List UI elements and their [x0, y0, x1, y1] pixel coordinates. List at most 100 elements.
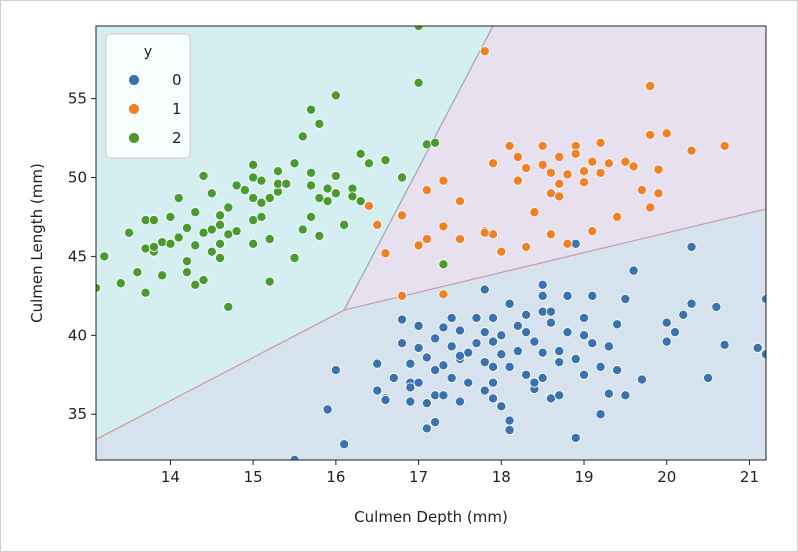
data-point-class-0 [620, 390, 631, 401]
data-point-class-2 [239, 185, 250, 196]
data-point-class-0 [521, 327, 532, 338]
x-tick-label: 18 [492, 468, 511, 486]
data-point-class-0 [405, 396, 416, 407]
data-point-class-0 [579, 330, 590, 341]
legend-items: 0 1 2 [128, 71, 182, 147]
data-point-class-0 [388, 372, 399, 383]
data-point-class-2 [339, 219, 350, 230]
data-point-class-2 [198, 170, 209, 181]
data-point-class-2 [264, 276, 275, 287]
data-point-class-2 [173, 193, 184, 204]
data-point-class-1 [397, 210, 408, 221]
data-point-class-2 [322, 183, 333, 194]
data-point-class-1 [653, 164, 664, 175]
data-point-class-2 [132, 267, 143, 278]
data-point-class-0 [504, 425, 515, 436]
data-point-class-0 [719, 339, 730, 350]
legend-label-2: 2 [172, 129, 182, 147]
data-point-class-2 [198, 275, 209, 286]
data-point-class-0 [496, 401, 507, 412]
data-point-class-0 [537, 290, 548, 301]
data-point-class-1 [620, 156, 631, 167]
data-point-class-1 [529, 207, 540, 218]
x-tick-label: 17 [409, 468, 428, 486]
decision-region-1 [344, 26, 766, 311]
data-point-class-0 [488, 336, 499, 347]
data-point-class-2 [322, 196, 333, 207]
data-point-class-0 [545, 306, 556, 317]
data-point-class-2 [289, 158, 300, 169]
y-tick-label: 55 [68, 90, 87, 108]
data-point-class-2 [157, 270, 168, 281]
data-point-class-2 [206, 224, 217, 235]
x-tick-label: 15 [244, 468, 263, 486]
data-point-class-1 [454, 196, 465, 207]
decision-boundary-1 [96, 309, 345, 441]
data-point-class-0 [488, 393, 499, 404]
decision-boundary-2 [343, 26, 494, 311]
data-point-class-2 [140, 287, 151, 298]
y-axis-label: Culmen Length (mm) [28, 163, 46, 323]
data-point-class-0 [521, 369, 532, 380]
data-point-class-2 [165, 211, 176, 222]
data-point-class-0 [504, 361, 515, 372]
data-point-class-2 [297, 131, 308, 142]
data-point-class-2 [297, 224, 308, 235]
data-point-class-2 [281, 178, 292, 189]
x-tick-label: 16 [326, 468, 345, 486]
data-point-class-2 [190, 207, 201, 218]
data-point-class-2 [413, 26, 424, 31]
data-point-class-1 [653, 188, 664, 199]
data-point-class-0 [479, 385, 490, 396]
data-point-class-1 [686, 145, 697, 156]
data-point-class-0 [496, 349, 507, 360]
data-point-class-1 [537, 159, 548, 170]
data-point-class-0 [504, 298, 515, 309]
x-tick-label: 19 [574, 468, 593, 486]
data-point-class-0 [471, 312, 482, 323]
data-point-class-1 [603, 158, 614, 169]
data-point-class-0 [380, 395, 391, 406]
data-point-class-2 [256, 211, 267, 222]
x-tick-label: 21 [740, 468, 759, 486]
data-point-class-0 [711, 301, 722, 312]
data-point-class-0 [372, 385, 383, 396]
data-point-class-0 [454, 396, 465, 407]
data-point-class-0 [537, 372, 548, 383]
data-point-class-0 [421, 398, 432, 409]
data-point-class-2 [206, 246, 217, 257]
data-point-class-0 [554, 346, 565, 357]
data-point-class-0 [529, 377, 540, 388]
data-point-class-0 [405, 382, 416, 393]
data-point-class-0 [488, 361, 499, 372]
data-point-class-2 [223, 301, 234, 312]
data-point-class-2 [330, 188, 341, 199]
legend-marker-2 [128, 132, 140, 144]
data-point-class-1 [612, 211, 623, 222]
data-point-class-1 [397, 290, 408, 301]
data-point-class-0 [397, 338, 408, 349]
data-point-class-0 [339, 439, 350, 450]
data-point-class-0 [413, 320, 424, 331]
data-point-class-1 [587, 156, 598, 167]
data-point-class-0 [454, 350, 465, 361]
data-point-class-0 [438, 360, 449, 371]
data-point-class-0 [670, 327, 681, 338]
data-point-class-0 [612, 365, 623, 376]
data-point-class-2 [256, 175, 267, 186]
data-point-class-2 [140, 215, 151, 226]
data-point-class-1 [645, 80, 656, 91]
data-point-class-0 [579, 312, 590, 323]
data-point-class-2 [248, 193, 259, 204]
data-point-class-2 [140, 243, 151, 254]
data-point-class-2 [413, 77, 424, 88]
data-point-class-2 [248, 159, 259, 170]
data-point-class-1 [554, 191, 565, 202]
data-point-class-0 [628, 265, 639, 276]
data-point-class-0 [479, 327, 490, 338]
data-point-class-1 [504, 140, 515, 151]
data-point-class-2 [314, 193, 325, 204]
data-point-class-1 [562, 238, 573, 249]
data-point-class-0 [545, 393, 556, 404]
